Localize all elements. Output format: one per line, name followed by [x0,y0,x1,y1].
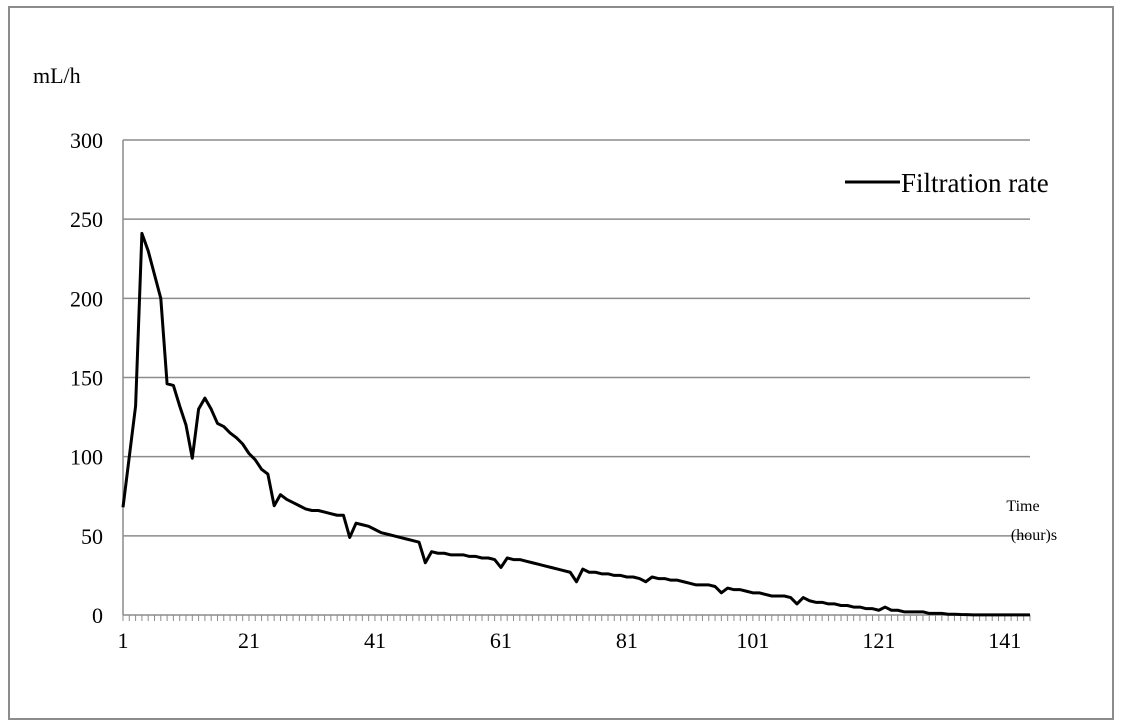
x-tick-label-141: 141 [988,628,1021,653]
x-tick-label-81: 81 [616,628,638,653]
x-tick-label-61: 61 [490,628,512,653]
gridlines [123,139,1030,537]
y-tick-label-150: 150 [70,366,103,391]
x-axis [122,140,1031,621]
x-axis-label-line1: Time [1006,498,1039,515]
y-tick-label-200: 200 [70,286,103,311]
x-tick-labels: 1 21 41 61 81 101 121 141 [118,628,1022,653]
y-axis-label: mL/h [33,63,81,88]
y-tick-label-300: 300 [70,128,103,153]
x-tick-label-41: 41 [364,628,386,653]
y-tick-label-100: 100 [70,445,103,470]
x-axis-label-line2: (hour)s [1011,527,1057,544]
legend-label: Filtration rate [901,168,1049,198]
x-tick-label-121: 121 [862,628,895,653]
x-tick-label-101: 101 [736,628,769,653]
x-tick-label-21: 21 [238,628,260,653]
chart-frame [8,6,1114,720]
y-tick-labels: 0 50 100 150 200 250 300 [70,128,103,628]
y-tick-label-250: 250 [70,207,103,232]
legend: Filtration rate [845,168,1049,198]
y-tick-label-50: 50 [81,524,103,549]
series-line-filtration-rate [121,231,1030,617]
x-tick-label-1: 1 [118,628,129,653]
y-tick-label-0: 0 [92,603,103,628]
